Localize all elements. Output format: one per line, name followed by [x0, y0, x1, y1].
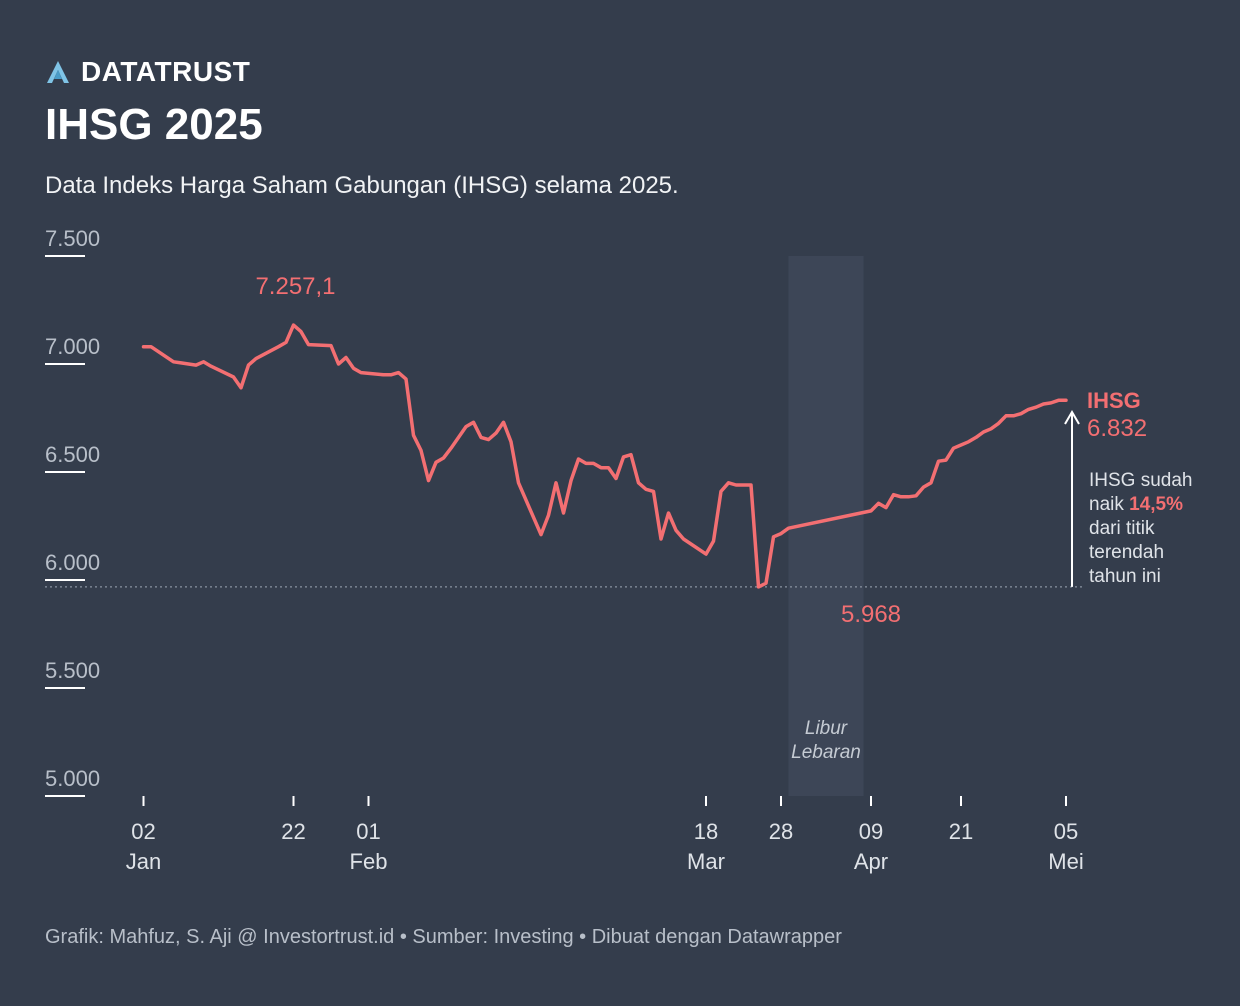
chart-footer: Grafik: Mahfuz, S. Aji @ Investortrust.i… [45, 926, 842, 948]
low-value-label: 5.968 [841, 601, 901, 628]
y-tick-label: 7.500 [45, 226, 100, 251]
x-tick-month-label: Feb [350, 849, 388, 874]
y-tick-label: 5.000 [45, 766, 100, 791]
brand-name: DATATRUST [81, 56, 251, 87]
holiday-label-line1: Libur [805, 718, 848, 739]
x-tick-day-label: 22 [281, 819, 305, 844]
chart-subtitle: Data Indeks Harga Saham Gabungan (IHSG) … [45, 172, 679, 199]
x-tick-day-label: 05 [1054, 819, 1078, 844]
holiday-label-line2: Lebaran [791, 742, 861, 763]
chart-title: IHSG 2025 [45, 100, 263, 149]
gain-arrow-head [1064, 410, 1080, 425]
brand-logo: DATATRUST [45, 56, 250, 88]
series-end-value-label: 6.832 [1087, 415, 1147, 442]
gain-note-line3: dari titik [1089, 518, 1155, 539]
gain-note-line2: naik 14,5% [1089, 494, 1183, 515]
x-tick-day-label: 01 [356, 819, 380, 844]
series-end-name-label: IHSG [1087, 388, 1141, 413]
series-line-ihsg [141, 323, 1068, 589]
gain-note-line1: IHSG sudah [1089, 470, 1193, 491]
gain-note-line4: terendah [1089, 542, 1164, 563]
x-tick-day-label: 28 [769, 819, 793, 844]
x-tick-month-label: Jan [126, 849, 161, 874]
x-tick-month-label: Mei [1048, 849, 1083, 874]
x-tick-day-label: 21 [949, 819, 973, 844]
x-tick-day-label: 18 [694, 819, 718, 844]
x-tick-day-label: 09 [859, 819, 883, 844]
x-tick-day-label: 02 [131, 819, 155, 844]
gain-percent-highlight: 14,5% [1129, 494, 1183, 515]
y-tick-label: 6.000 [45, 550, 100, 575]
datatrust-logo-icon [47, 61, 69, 83]
peak-value-label: 7.257,1 [255, 273, 335, 300]
x-tick-month-label: Apr [854, 849, 888, 874]
x-tick-month-label: Mar [687, 849, 725, 874]
gain-note-line5: tahun ini [1089, 566, 1161, 587]
y-tick-label: 6.500 [45, 442, 100, 467]
y-tick-label: 5.500 [45, 658, 100, 683]
y-tick-label: 7.000 [45, 334, 100, 359]
